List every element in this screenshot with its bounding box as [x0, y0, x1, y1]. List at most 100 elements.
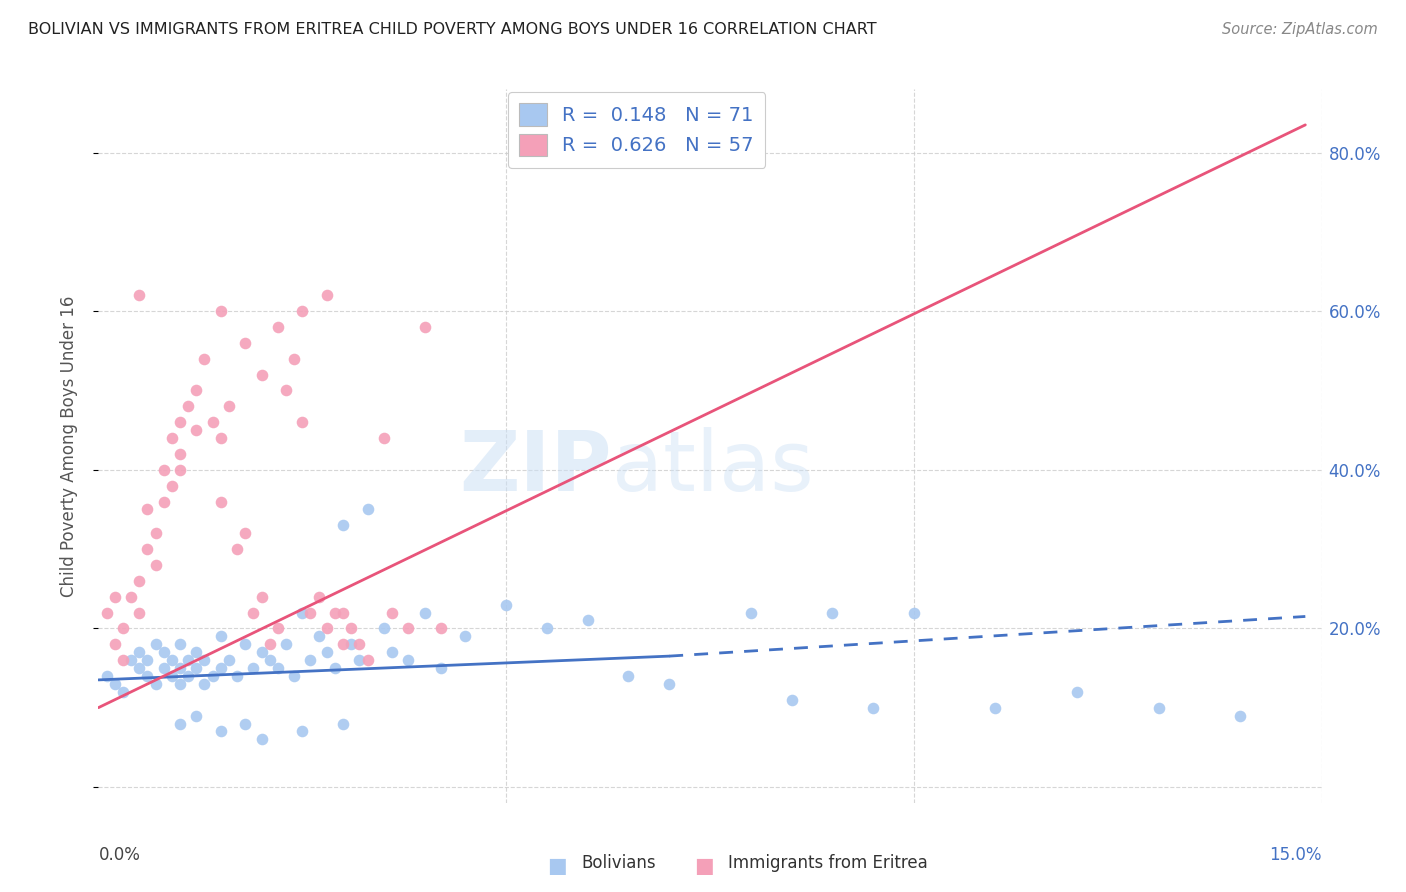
Point [169, 415, 191, 429]
Point [233, 335, 256, 350]
Point [128, 574, 150, 588]
Point [177, 400, 200, 414]
Point [413, 320, 436, 334]
Point [169, 447, 191, 461]
Point [96, 606, 118, 620]
Point [111, 685, 134, 699]
Point [111, 621, 134, 635]
Point [315, 621, 337, 635]
Point [128, 645, 150, 659]
Point [104, 637, 127, 651]
Point [242, 661, 264, 675]
Point [373, 431, 395, 445]
Point [186, 645, 208, 659]
Point [274, 637, 297, 651]
Legend: R =  0.148   N = 71, R =  0.626   N = 57: R = 0.148 N = 71, R = 0.626 N = 57 [508, 92, 765, 168]
Point [862, 700, 884, 714]
Point [145, 526, 167, 541]
Point [267, 621, 290, 635]
Point [186, 708, 208, 723]
Point [169, 637, 191, 651]
Point [373, 621, 395, 635]
Point [903, 606, 925, 620]
Point [323, 606, 346, 620]
Point [381, 606, 404, 620]
Point [186, 423, 208, 437]
Point [218, 400, 240, 414]
Point [349, 637, 371, 651]
Point [160, 669, 183, 683]
Point [332, 637, 354, 651]
Point [283, 669, 305, 683]
Y-axis label: Child Poverty Among Boys Under 16: Child Poverty Among Boys Under 16 [59, 295, 77, 597]
Point [267, 661, 290, 675]
Text: atlas: atlas [612, 427, 814, 508]
Point [740, 606, 762, 620]
Point [308, 629, 330, 643]
Point [209, 661, 232, 675]
Point [160, 478, 183, 492]
Point [1229, 708, 1251, 723]
Point [291, 415, 314, 429]
Point [259, 637, 281, 651]
Text: Bolivians: Bolivians [582, 855, 657, 872]
Point [315, 645, 337, 659]
Point [1066, 685, 1088, 699]
Point [169, 677, 191, 691]
Point [226, 542, 249, 557]
Point [315, 288, 337, 302]
Point [169, 463, 191, 477]
Point [128, 288, 150, 302]
Point [340, 621, 363, 635]
Point [169, 716, 191, 731]
Point [780, 692, 803, 706]
Point [250, 590, 273, 604]
Point [291, 304, 314, 318]
Text: Immigrants from Eritrea: Immigrants from Eritrea [728, 855, 928, 872]
Point [96, 669, 118, 683]
Point [218, 653, 240, 667]
Point [233, 526, 256, 541]
Point [396, 621, 419, 635]
Point [430, 621, 453, 635]
Point [495, 598, 517, 612]
Point [349, 653, 371, 667]
Point [177, 653, 200, 667]
Point [145, 558, 167, 572]
Point [340, 637, 363, 651]
Point [536, 621, 558, 635]
Point [136, 653, 159, 667]
Point [283, 351, 305, 366]
Point [454, 629, 477, 643]
Point [104, 590, 127, 604]
Point [267, 320, 290, 334]
Point [193, 677, 215, 691]
Point [120, 590, 142, 604]
Point [242, 606, 264, 620]
Point [259, 653, 281, 667]
Text: Source: ZipAtlas.com: Source: ZipAtlas.com [1222, 22, 1378, 37]
Point [128, 661, 150, 675]
Point [186, 661, 208, 675]
Text: ■: ■ [695, 856, 714, 876]
Point [658, 677, 681, 691]
Point [576, 614, 599, 628]
Point [160, 431, 183, 445]
Text: BOLIVIAN VS IMMIGRANTS FROM ERITREA CHILD POVERTY AMONG BOYS UNDER 16 CORRELATIO: BOLIVIAN VS IMMIGRANTS FROM ERITREA CHIL… [28, 22, 877, 37]
Point [356, 502, 378, 516]
Point [209, 724, 232, 739]
Point [136, 542, 159, 557]
Point [145, 677, 167, 691]
Point [299, 606, 322, 620]
Point [821, 606, 844, 620]
Point [323, 661, 346, 675]
Point [152, 661, 174, 675]
Point [209, 629, 232, 643]
Text: 0.0%: 0.0% [98, 846, 141, 863]
Point [984, 700, 1007, 714]
Point [617, 669, 640, 683]
Point [177, 669, 200, 683]
Point [193, 653, 215, 667]
Point [332, 716, 354, 731]
Point [201, 415, 224, 429]
